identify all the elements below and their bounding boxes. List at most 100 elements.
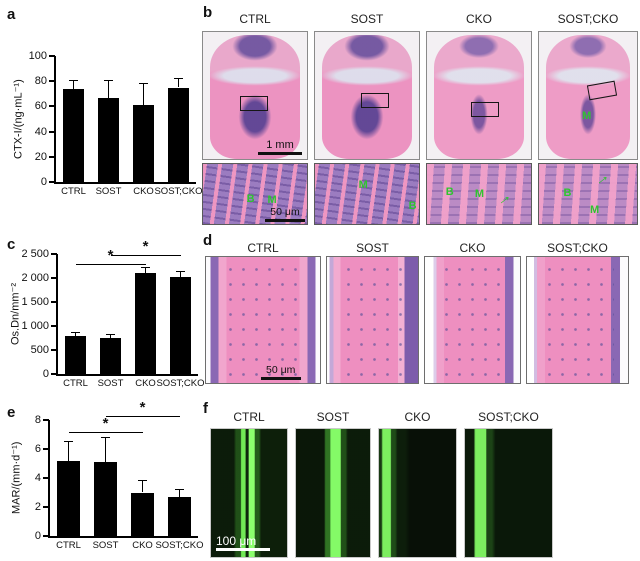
panel-d-titles: CTRL SOST CKO SOST;CKO [205, 241, 635, 255]
marrow-label: M [474, 188, 484, 201]
y-tick [43, 419, 49, 421]
error-bar-cap [64, 440, 73, 442]
y-tick [43, 506, 49, 508]
x-category-label: SOST [92, 540, 119, 551]
panel-label-e: e [7, 404, 16, 421]
he-cortical-ctrl: 50 μm [205, 256, 321, 384]
plot-area: 0 2 4 6 8 CTRL SOST CKO SOST;CKO * * [35, 400, 204, 551]
calcein-label-cko [378, 428, 457, 558]
panel-d-sections-row: 50 μm [205, 256, 635, 384]
x-category-label: CKO [135, 378, 156, 389]
y-tick [51, 325, 57, 327]
error-bar [142, 83, 144, 106]
bone-label: B [445, 185, 454, 198]
y-tick [49, 105, 55, 108]
y-tick-label: 2 500 [21, 248, 49, 260]
significance-bracket [68, 431, 143, 433]
error-bar [72, 81, 74, 89]
x-category-label: CTRL [56, 540, 81, 551]
marrow-label: M [582, 109, 592, 122]
scale-bar-label: 1 mm [266, 139, 294, 151]
x-category-label: CKO [132, 540, 153, 551]
panel-f-titles: CTRL SOST CKO SOST;CKO [210, 410, 555, 424]
panel-label-a: a [7, 6, 16, 23]
bar-CKO [131, 492, 154, 536]
y-tick [49, 55, 55, 57]
bar-SOST;CKO [168, 496, 191, 536]
group-title-ctrl: CTRL [239, 12, 271, 26]
y-tick [43, 535, 49, 537]
panel-b-insets-row: B M 50 μm M B B M → B M → [202, 163, 638, 225]
marrow-label: M [267, 194, 277, 207]
group-title-sost: SOST [356, 241, 389, 255]
group-title-sost-cko: SOST;CKO [478, 410, 539, 424]
y-tick [49, 181, 55, 183]
x-category-label: CTRL [63, 378, 88, 389]
y-tick [51, 373, 57, 375]
y-tick-label: 500 [30, 344, 49, 356]
y-tick [51, 349, 57, 351]
bar-SOST [97, 97, 120, 182]
bone-label: B [563, 187, 572, 199]
error-bar [144, 268, 146, 273]
group-title-cko: CKO [404, 410, 431, 424]
significance-star: * [139, 398, 146, 416]
y-tick-label: 6 [34, 443, 41, 455]
he-inset-cko: B M → [426, 163, 532, 225]
y-tick-label: 8 [34, 414, 41, 426]
roi-box [240, 95, 269, 111]
y-tick-label: 2 000 [21, 272, 49, 284]
scale-bar-50um: 50 μm [265, 206, 305, 222]
marrow-label: M [589, 203, 600, 216]
he-epiphysis-sost-cko: M [538, 31, 638, 160]
scale-bar-1mm: 1 mm [258, 139, 302, 155]
scale-bar-label: 100 μm [216, 534, 257, 548]
x-category-label: SOST;CKO [154, 186, 203, 197]
roi-box [586, 80, 618, 101]
he-cortical-cko [424, 256, 521, 384]
y-tick-label: 80 [34, 75, 47, 88]
he-epiphysis-cko [426, 31, 532, 160]
y-tick-label: 0 [34, 530, 41, 542]
bar-chart-os-dn: Os.Dn/mm⁻² 0 500 1 000 1 500 2 000 2 500 CTRL SO… [8, 239, 205, 392]
group-title-ctrl: CTRL [233, 410, 265, 424]
x-category-label: SOST;CKO [156, 378, 205, 389]
significance-star: * [142, 237, 149, 255]
bar-CTRL [64, 335, 87, 374]
error-bar [141, 480, 143, 493]
plot-area: 0 500 1 000 1 500 2 000 2 500 CTRL SOST CKO SOST;… [21, 239, 204, 389]
group-title-sost-cko: SOST;CKO [557, 12, 619, 26]
he-cortical-sost [326, 256, 419, 384]
error-bar-cap [139, 82, 148, 84]
he-epiphysis-sost [314, 31, 420, 160]
y-tick-label: 40 [34, 125, 47, 138]
y-tick [49, 130, 55, 133]
bone-label: B [246, 193, 255, 205]
he-cortical-sost-cko [526, 256, 629, 384]
error-bar-cap [104, 80, 113, 82]
y-tick [49, 80, 55, 83]
x-category-label: SOST [97, 378, 124, 389]
group-title-ctrl: CTRL [247, 241, 279, 255]
error-bar-cap [141, 267, 150, 269]
bar-chart-mar: MAR/(mm·d⁻¹) 0 2 4 6 8 CTRL SOST CKO SOST;CKO * * [8, 400, 204, 556]
panel-label-d: d [203, 232, 213, 249]
bar-CTRL [57, 460, 80, 536]
significance-bracket [110, 254, 181, 256]
bone-label: B [408, 200, 417, 213]
group-title-sost: SOST [350, 12, 384, 26]
scale-bar-100um: 100 μm [216, 535, 270, 551]
error-bar-cap [175, 489, 184, 491]
he-inset-sost: M B [314, 163, 420, 225]
y-tick-label: 2 [34, 501, 41, 513]
bar-SOST;CKO [167, 87, 190, 182]
error-bar-cap [101, 437, 110, 439]
scale-bar-50um: 50 μm [260, 364, 301, 380]
error-bar-cap [106, 333, 115, 335]
y-tick [51, 301, 57, 303]
calcein-label-sost [295, 428, 371, 558]
panel-b-titles: CTRL SOST CKO SOST;CKO [202, 12, 638, 26]
scale-bar-label: 50 μm [266, 364, 296, 376]
error-bar-cap [176, 270, 185, 272]
